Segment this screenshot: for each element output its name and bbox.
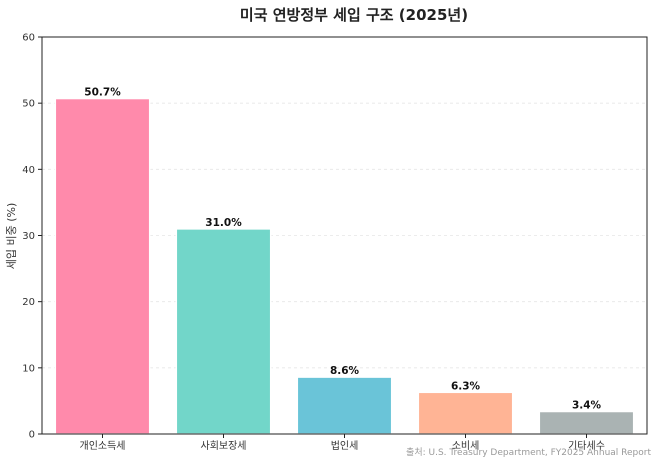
x-tick-label: 사회보장세 — [201, 440, 247, 452]
y-axis-ticks: 0 10 20 30 40 50 60 — [22, 33, 42, 441]
y-tick-label: 40 — [22, 165, 35, 176]
plot-frame — [41, 36, 648, 435]
data-label: 8.6% — [330, 365, 360, 377]
y-tick-label: 60 — [22, 33, 35, 44]
data-label: 6.3% — [451, 380, 481, 392]
source-note: 출처: U.S. Treasury Department, FY2025 Ann… — [406, 446, 651, 458]
bars — [54, 97, 635, 435]
data-label: 50.7% — [84, 87, 121, 99]
chart-title: 미국 연방정부 세입 구조 (2025년) — [240, 6, 468, 24]
data-labels: 50.7% 31.0% 8.6% 6.3% 3.4% — [84, 87, 601, 412]
x-tick-label: 소비세 — [452, 440, 480, 452]
x-axis-ticks: 개인소득세 사회보장세 법인세 소비세 기타세수 — [80, 434, 605, 452]
data-label: 31.0% — [205, 217, 242, 229]
y-tick-label: 50 — [22, 99, 35, 110]
bar — [538, 410, 635, 435]
y-tick-label: 30 — [22, 231, 35, 242]
grid — [42, 102, 647, 369]
bar — [296, 376, 393, 435]
x-tick-label: 개인소득세 — [80, 440, 126, 452]
y-tick-label: 0 — [29, 430, 35, 441]
x-tick-label: 법인세 — [331, 440, 359, 452]
bar — [54, 97, 151, 435]
y-axis-label: 세입 비중 (%) — [5, 203, 18, 270]
data-label: 3.4% — [572, 400, 602, 412]
bar — [175, 228, 272, 435]
y-tick-label: 20 — [22, 297, 35, 308]
x-tick-label: 기타세수 — [568, 440, 605, 452]
bar — [417, 391, 514, 435]
y-tick-label: 10 — [22, 363, 35, 374]
